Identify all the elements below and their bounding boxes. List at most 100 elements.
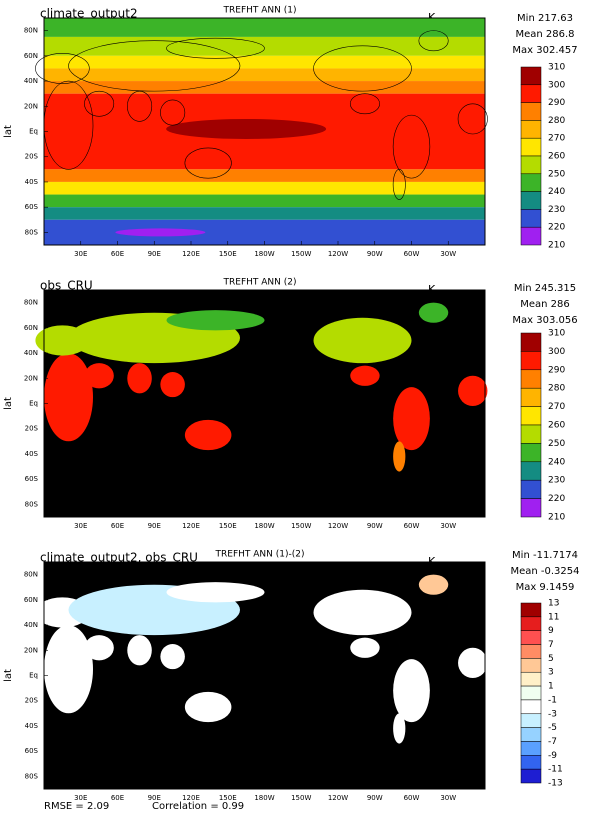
panel-title: climate_output2 [40,7,138,21]
lat-label: 80N [24,571,38,579]
lat-label: 20N [24,102,38,110]
colorbar-box [520,461,542,481]
lon-label: 90W [367,522,383,530]
land [127,635,152,666]
colorbar-box [520,173,542,192]
panel-subtitle: TREFHT ANN (2) [223,278,297,288]
lon-label: 30E [74,794,87,802]
temperature-band [44,194,485,208]
lat-label: Eq [29,128,38,136]
colorbar-label: -9 [548,751,557,761]
lon-label: 180W [254,250,274,258]
colorbar-label: 300 [548,347,565,357]
colorbar-label: 9 [548,626,554,636]
stat: Max 9.1459 [516,582,575,593]
lon-label: 150E [219,794,237,802]
colorbar-label: 280 [548,116,565,126]
correlation: Correlation = 0.99 [152,801,244,812]
colorbar-box [520,406,542,426]
lat-label: 80N [24,27,38,35]
colorbar-label: 11 [548,612,559,622]
lon-label: 90W [367,250,383,258]
colorbar-label: 210 [548,241,565,251]
colorbar-label: 220 [548,494,565,504]
colorbar-label: -13 [548,779,563,789]
colorbar-box [520,479,542,499]
colorbar-box [520,741,542,756]
colorbar-box [520,191,542,210]
colorbar-label: 290 [548,98,565,108]
lat-label: 20S [25,153,39,161]
land [166,310,265,331]
land [350,365,380,386]
lat-label: Eq [29,400,38,408]
land [160,643,185,670]
lat-label: 80S [25,228,39,236]
colorbar-label: 220 [548,223,565,233]
lon-label: 150E [219,522,237,530]
cold-spot [115,228,206,237]
colorbar-box [520,369,542,389]
land [184,419,232,451]
lat-label: 20N [24,374,38,382]
coastline [392,169,406,200]
lon-label: 180W [254,794,274,802]
lon-label: 150W [291,250,311,258]
stat: Min 217.63 [517,13,573,24]
coastline [392,114,431,179]
land [84,635,114,661]
colorbar-label: 280 [548,384,565,394]
coastline [418,30,449,52]
temperature-band [44,181,485,195]
lat-label: 80N [24,299,38,307]
land [458,647,488,679]
lon-label: 150W [291,794,311,802]
colorbar-label: 270 [548,134,565,144]
land [184,691,232,723]
temperature-band [44,207,485,220]
lon-label: 90E [148,522,161,530]
lat-label: 80S [25,500,39,508]
map [35,562,488,789]
colorbar-label: 13 [548,599,559,609]
colorbar-label: 250 [548,169,565,179]
colorbar-box [520,226,542,246]
lon-label: 60E [111,522,124,530]
coastline [457,103,488,135]
lon-label: 60W [404,250,420,258]
lon-label: 30W [440,794,456,802]
colorbar-box [520,755,542,770]
lat-label: 40N [24,349,38,357]
colorbar-label: 260 [548,152,565,162]
land [313,589,412,636]
colorbar-box [520,616,542,631]
lon-label: 90W [367,794,383,802]
lat-label: 60S [25,203,39,211]
stat: Mean 286 [520,299,570,310]
land [44,625,93,714]
colorbar-label: -3 [548,709,557,719]
colorbar-label: 290 [548,365,565,375]
colorbar-label: 230 [548,205,565,215]
lon-label: 90E [148,794,161,802]
panel-title: obs_CRU [40,279,93,293]
colorbar-box [520,102,542,121]
lon-label: 30E [74,250,87,258]
coastline [127,90,153,122]
y-axis-label: lat [3,397,14,410]
coastline [166,37,265,59]
colorbar-box [520,671,542,687]
lon-label: 180W [254,522,274,530]
lat-label: 40N [24,77,38,85]
lon-label: 120E [182,522,200,530]
lat-label: 40S [25,722,39,730]
lat-label: 60N [24,52,38,60]
colorbar-box [520,658,542,673]
lat-label: 60S [25,475,39,483]
lat-label: 40N [24,621,38,629]
colorbar-box [520,424,542,444]
colorbar-box [520,727,542,742]
land [84,363,114,389]
warm-pool [166,118,327,139]
